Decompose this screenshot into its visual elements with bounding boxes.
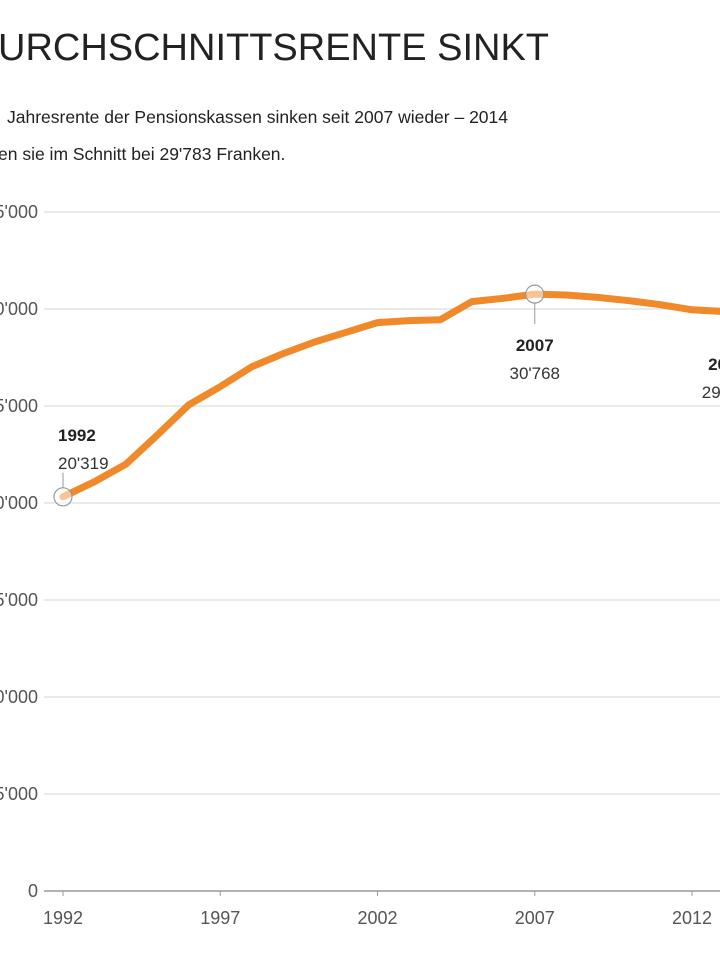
y-tick-label: 0 — [28, 881, 38, 901]
x-tick-label: 2007 — [515, 908, 555, 928]
x-tick-label: 1992 — [43, 908, 83, 928]
y-tick-label: 25'000 — [0, 396, 38, 416]
chart-subtitle: Jahresrente der Pensionskassen sinken se… — [7, 107, 508, 127]
annotation-marker — [53, 487, 73, 507]
y-tick-label: 5'000 — [0, 784, 38, 804]
chart-title: URCHSCHNITTSRENTE SINKT — [0, 27, 549, 69]
y-tick-label: 35'000 — [0, 202, 38, 222]
annotation-value: 30'768 — [509, 364, 560, 383]
y-tick-label: 20'000 — [0, 493, 38, 513]
annotation-value: 20'319 — [58, 454, 109, 473]
annotation-value: 29'783 — [702, 383, 720, 402]
chart-subtitle: en sie im Schnitt bei 29'783 Franken. — [0, 144, 285, 164]
y-tick-label: 10'000 — [0, 687, 38, 707]
x-tick-label: 2002 — [357, 908, 397, 928]
y-tick-label: 15'000 — [0, 590, 38, 610]
annotation-marker — [525, 284, 545, 304]
annotation-year: 2007 — [516, 336, 554, 355]
annotation-year: 1992 — [58, 426, 96, 445]
series-line — [59, 290, 720, 501]
x-tick-label: 2012 — [672, 908, 712, 928]
annotation-year: 2014 — [708, 355, 720, 374]
x-tick-label: 1997 — [200, 908, 240, 928]
grid: 0 5'000 10'000 15'000 20'000 25'000 30'000 35'0… — [0, 202, 720, 928]
plot: 1992 20'319 2007 30'768 2014 29'783 — [53, 284, 720, 507]
y-tick-label: 30'000 — [0, 299, 38, 319]
